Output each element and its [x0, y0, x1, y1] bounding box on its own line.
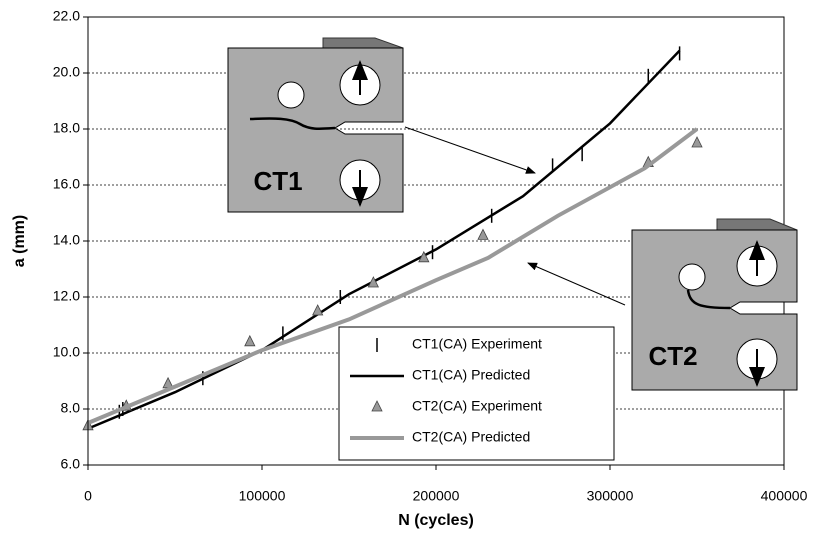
data-point	[418, 250, 430, 263]
legend-item: CT1(CA) Experiment	[376, 336, 542, 352]
data-point	[691, 136, 703, 148]
y-tick-label: 10.0	[53, 344, 80, 360]
ct1-specimen: CT1	[227, 37, 404, 213]
y-tick-label: 16.0	[53, 176, 80, 192]
legend: CT1(CA) Experiment CT1(CA) Predicted CT2(C…	[338, 326, 615, 461]
legend-swatch	[371, 400, 383, 412]
data-point	[367, 276, 380, 288]
specimen-label: CT2	[648, 341, 697, 371]
y-axis-title: a (mm)	[11, 215, 28, 267]
arrow	[404, 126, 536, 174]
y-tick-label: 12.0	[53, 288, 80, 304]
x-tick-label: 300000	[587, 488, 634, 504]
y-tick-label: 18.0	[53, 120, 80, 136]
x-tick-label: 0	[84, 488, 92, 504]
marks	[82, 46, 703, 431]
y-tick-label: 20.0	[53, 64, 80, 80]
y-tick-label: 22.0	[53, 8, 80, 24]
legend-item: CT2(CA) Predicted	[350, 429, 530, 445]
data-point	[477, 228, 489, 240]
y-tick-label: 6.0	[61, 456, 81, 472]
y-tick-label: 14.0	[53, 232, 80, 248]
legend-item: CT2(CA) Experiment	[371, 398, 542, 414]
series-line	[87, 49, 681, 430]
x-tick-label: 100000	[239, 488, 286, 504]
legend-label: CT2(CA) Predicted	[412, 429, 530, 445]
data-point	[244, 334, 256, 347]
legend-label: CT1(CA) Experiment	[412, 336, 542, 352]
data-point	[312, 304, 324, 316]
legend-label: CT2(CA) Experiment	[412, 398, 542, 414]
x-axis-title: N (cycles)	[398, 512, 474, 529]
ct2-specimen: CT2	[631, 218, 798, 391]
y-tick-label: 8.0	[61, 400, 81, 416]
x-tick-label: 200000	[413, 488, 460, 504]
legend-label: CT1(CA) Predicted	[412, 367, 530, 383]
series-line	[87, 127, 699, 425]
arrow	[527, 262, 626, 306]
legend-item: CT1(CA) Predicted	[350, 367, 530, 383]
x-tick-label: 400000	[761, 488, 808, 504]
specimen-label: CT1	[253, 166, 302, 196]
